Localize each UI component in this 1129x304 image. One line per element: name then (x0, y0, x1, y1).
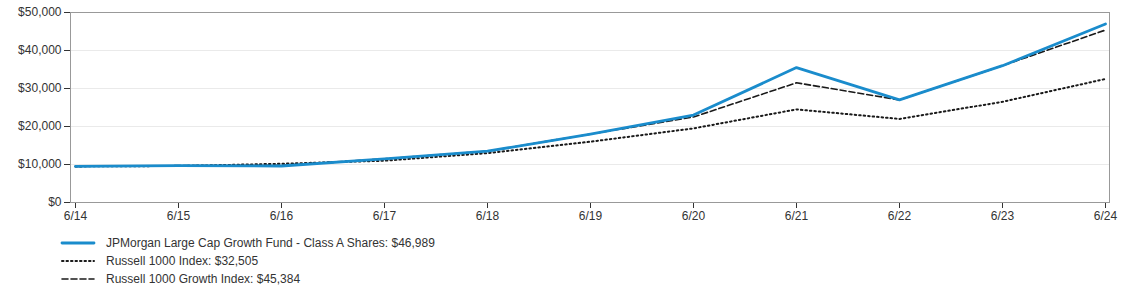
html-text:JPMorgan Large Cap Growth Fund: JPMorgan Large Cap Growth Fund - Class A… (106, 236, 435, 250)
svg-text:$50,000: $50,000 (18, 5, 62, 19)
svg-text:$20,000: $20,000 (18, 119, 62, 133)
svg-text:6/14: 6/14 (64, 209, 88, 223)
svg-text:6/23: 6/23 (991, 209, 1015, 223)
svg-text:$30,000: $30,000 (18, 81, 62, 95)
svg-text:6/18: 6/18 (476, 209, 500, 223)
html-text:Russell 1000 Growth Index: $45: Russell 1000 Growth Index: $45,384 (106, 272, 301, 286)
svg-text:6/21: 6/21 (785, 209, 809, 223)
svg-text:6/24: 6/24 (1094, 209, 1118, 223)
svg-text:6/16: 6/16 (270, 209, 294, 223)
svg-text:$0: $0 (48, 195, 62, 209)
svg-text:$40,000: $40,000 (18, 43, 62, 57)
svg-text:6/19: 6/19 (579, 209, 603, 223)
svg-text:$10,000: $10,000 (18, 157, 62, 171)
svg-text:6/15: 6/15 (167, 209, 191, 223)
svg-text:6/17: 6/17 (373, 209, 397, 223)
svg-text:6/20: 6/20 (682, 209, 706, 223)
html-text:Russell 1000 Index: $32,505: Russell 1000 Index: $32,505 (106, 254, 259, 268)
svg-text:6/22: 6/22 (888, 209, 912, 223)
